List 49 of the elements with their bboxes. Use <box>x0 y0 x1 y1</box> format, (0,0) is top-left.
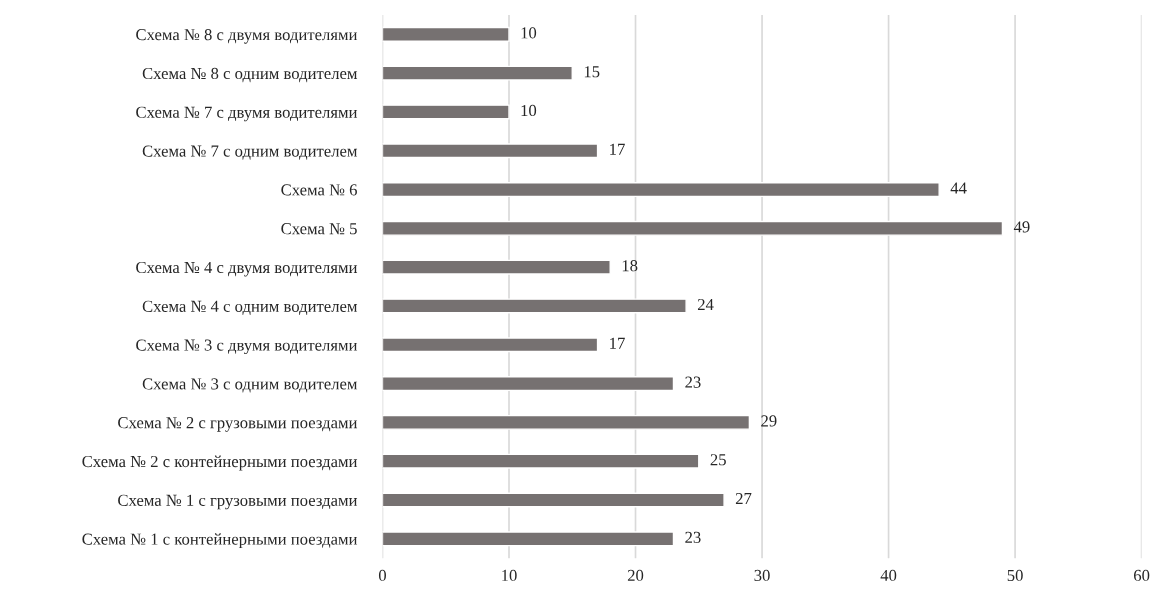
bar <box>382 26 510 42</box>
data-label: 29 <box>761 415 777 427</box>
x-tick-label: 50 <box>1007 569 1023 582</box>
bar <box>382 259 611 275</box>
data-label: 17 <box>610 337 625 349</box>
x-tick-label: 30 <box>754 569 770 582</box>
data-label: 18 <box>622 260 638 272</box>
y-tick-label: Схема № 3 с двумя водителями <box>136 339 358 355</box>
bar <box>382 104 510 120</box>
bar <box>382 492 725 508</box>
x-tick-label: 40 <box>880 569 897 582</box>
x-tick-label: 20 <box>627 569 644 582</box>
y-tick-label: Схема № 8 с двумя водителями <box>136 29 358 44</box>
x-tick-label: 0 <box>378 569 386 582</box>
bar <box>382 337 599 353</box>
y-tick-label: Схема № 4 с одним водителем <box>142 300 358 315</box>
data-label: 27 <box>735 492 752 504</box>
bar <box>382 143 599 159</box>
bar <box>382 298 687 314</box>
data-label: 23 <box>685 531 701 543</box>
bar <box>382 376 675 392</box>
bar <box>382 220 1004 236</box>
y-tick-label: Схема № 2 с грузовыми поездами <box>118 417 358 432</box>
data-label: 17 <box>610 143 625 155</box>
y-tick-label: Схема № 5 <box>281 223 357 235</box>
data-label: 15 <box>584 66 600 78</box>
y-tick-label: Схема № 6 <box>281 184 357 196</box>
y-tick-label: Схема № 4 с двумя водителями <box>136 261 358 277</box>
y-tick-label: Схема № 7 с одним водителем <box>142 145 358 160</box>
y-tick-label: Схема № 1 с контейнерными поездами <box>82 533 358 549</box>
y-tick-label: Схема № 8 с одним водителем <box>142 67 358 83</box>
bar <box>382 453 700 469</box>
data-label: 49 <box>1013 221 1030 233</box>
bar <box>382 65 573 81</box>
data-label: 24 <box>697 298 714 310</box>
data-label: 10 <box>521 27 537 39</box>
y-tick-label: Схема № 7 с двумя водителями <box>136 106 358 122</box>
y-tick-label: Схема № 3 с одним водителем <box>142 378 358 393</box>
bar <box>382 414 751 430</box>
data-label: 44 <box>950 182 967 194</box>
x-tick-label: 10 <box>502 569 517 582</box>
bar <box>382 531 675 547</box>
y-tick-label: Схема № 1 с грузовыми поездами <box>118 494 358 510</box>
data-label: 10 <box>521 104 537 117</box>
x-tick-label: 60 <box>1134 569 1150 582</box>
data-label: 25 <box>710 454 726 466</box>
data-label: 23 <box>685 376 701 388</box>
bar <box>382 182 940 198</box>
y-tick-label: Схема № 2 с контейнерными поездами <box>82 455 358 471</box>
